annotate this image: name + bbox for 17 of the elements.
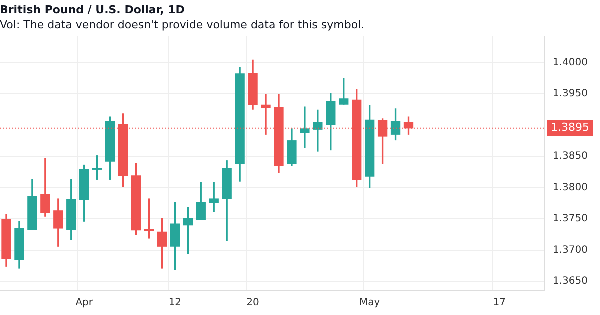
y-tick-label: 1.4000 <box>553 57 588 68</box>
y-tick-label: 1.3800 <box>553 182 588 194</box>
x-tick-label: 12 <box>168 298 182 309</box>
ref-line-label: 1.3895 <box>551 121 590 134</box>
chart-title: British Pound / U.S. Dollar, 1D <box>0 3 185 16</box>
y-tick-label: 1.3650 <box>553 276 588 288</box>
y-tick-label: 1.3850 <box>553 151 588 162</box>
x-tick-label: 20 <box>246 298 260 309</box>
x-tick-label: May <box>359 298 380 309</box>
y-tick-label: 1.3950 <box>553 88 588 100</box>
y-tick-label: 1.3750 <box>553 214 588 225</box>
candlestick <box>313 110 323 152</box>
y-tick-label: 1.3700 <box>553 244 588 256</box>
x-tick-label: 17 <box>493 298 506 309</box>
text: Vol: The data vendor doesn't provide volume data for this symbol. <box>0 18 365 32</box>
x-tick-label: Apr <box>76 298 94 309</box>
candlestick <box>300 106 310 148</box>
